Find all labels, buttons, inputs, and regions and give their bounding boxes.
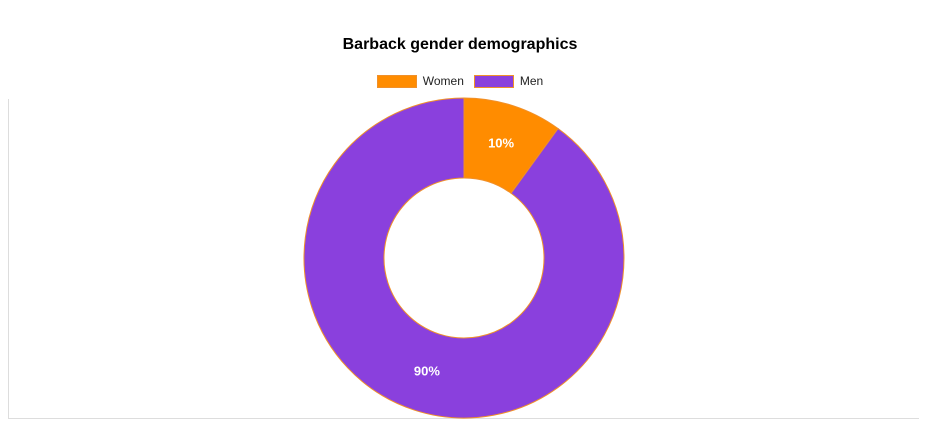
chart-title: Barback gender demographics <box>342 36 578 53</box>
slice-label-men: 90% <box>414 364 440 379</box>
legend-label-women: Women <box>422 74 464 88</box>
slice-label-women: 10% <box>488 135 514 150</box>
legend-swatch-women <box>376 74 417 88</box>
legend-item-men[interactable]: Men <box>473 74 544 88</box>
legend-item-women[interactable]: Women <box>376 74 464 88</box>
legend-label-men: Men <box>519 74 544 88</box>
slice-men[interactable] <box>303 97 625 419</box>
legend-swatch-men <box>473 74 514 88</box>
legend: Women Men <box>0 74 920 88</box>
